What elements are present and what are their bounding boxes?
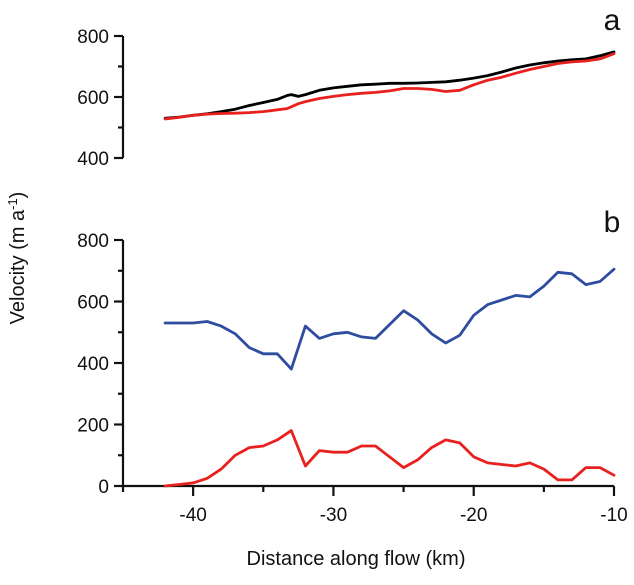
panel-b-y-tick-label: 0: [98, 477, 109, 498]
panel-a-series-2-line: [163, 52, 616, 121]
panel-a-series-1-line: [163, 50, 616, 120]
panel-a-label: a: [604, 4, 621, 37]
panel-a-y-tick-label: 400: [77, 149, 109, 170]
panel-b: 0 200 400 600 800 -40 -30 -20 -10 b: [77, 206, 627, 526]
panel-a-y-tick-label: 600: [77, 88, 109, 109]
panel-b-label: b: [604, 206, 621, 239]
panel-a: 400 600 800 a: [77, 4, 620, 170]
y-axis-title-end: ): [7, 192, 29, 199]
y-axis-title-superscript: -1: [5, 198, 20, 210]
panel-b-y-tick-label: 400: [77, 354, 109, 375]
panel-b-series-1-line: [163, 267, 616, 371]
y-axis-title: Velocity (m a-1): [5, 192, 29, 325]
x-tick-label: -30: [320, 505, 347, 526]
panel-b-y-tick-label: 800: [77, 231, 109, 252]
x-tick-label: -20: [460, 505, 487, 526]
panel-a-y-tick-label: 800: [77, 27, 109, 48]
y-axis-title-main: Velocity (m a: [7, 209, 29, 324]
panel-b-y-tick-label: 200: [77, 416, 109, 437]
x-tick-label: -40: [179, 505, 206, 526]
panel-b-y-tick-label: 600: [77, 293, 109, 314]
panel-b-series-2-line: [163, 429, 616, 488]
x-axis-title: Distance along flow (km): [247, 548, 466, 570]
x-tick-label: -10: [600, 505, 627, 526]
